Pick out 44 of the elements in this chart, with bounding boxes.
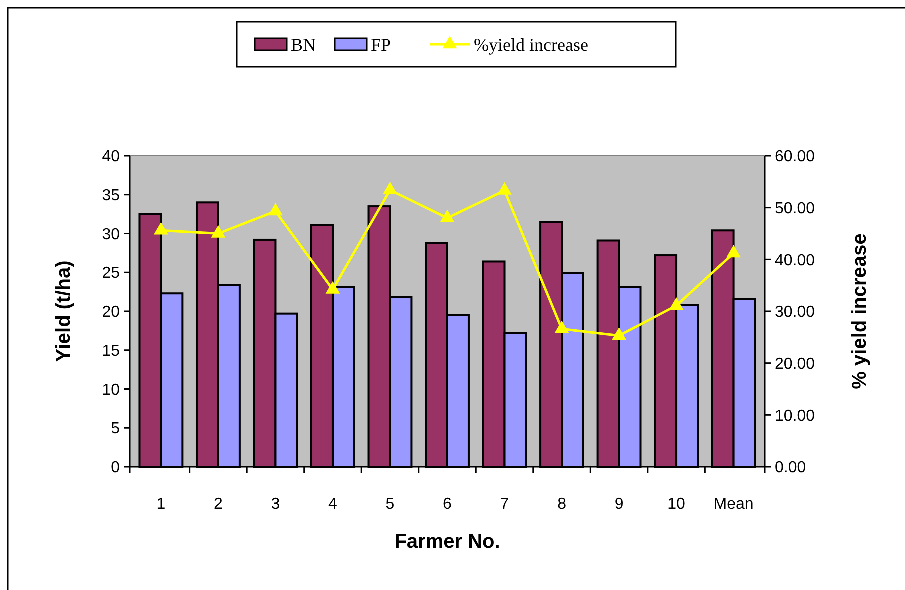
point <box>211 225 226 238</box>
y-tick-label: 25 <box>102 265 120 282</box>
y2-tick-label: 60.00 <box>775 148 816 166</box>
y-tick-label: 40 <box>102 148 120 166</box>
point <box>669 297 684 310</box>
y2-tick-label: 50.00 <box>775 200 816 218</box>
legend-label: BN <box>291 34 316 55</box>
x-axis-title: Farmer No. <box>394 531 500 553</box>
x-tick-label: 2 <box>214 496 224 513</box>
y2-tick-label: 20.00 <box>775 356 816 373</box>
y-tick-label: 0 <box>111 460 120 477</box>
point <box>498 182 512 195</box>
legend-label: %yield increase <box>474 34 588 55</box>
x-tick-label: 9 <box>614 496 624 513</box>
x-tick-label: 6 <box>443 496 452 513</box>
y2-tick-label: 30.00 <box>775 304 816 322</box>
point <box>554 320 570 334</box>
point <box>383 182 398 194</box>
x-tick-label: 7 <box>500 496 510 513</box>
y-tick-label: 10 <box>102 382 120 399</box>
point <box>154 222 168 235</box>
x-tick-label: 3 <box>271 496 280 513</box>
y-tick-label: 35 <box>102 187 120 204</box>
point <box>726 245 741 258</box>
x-tick-label: 10 <box>668 496 686 513</box>
x-tick-label: 4 <box>328 496 338 513</box>
y-tick-label: 30 <box>102 226 120 244</box>
x-tick-label: 8 <box>558 496 567 513</box>
y-axis-title: Yield (t/ha) <box>53 260 75 362</box>
y2-tick-label: 0.00 <box>775 460 806 477</box>
point <box>440 210 455 222</box>
y-tick-label: 5 <box>111 420 120 438</box>
point <box>612 328 626 340</box>
y2-tick-label: 10.00 <box>775 408 816 425</box>
y2-tick-label: 40.00 <box>775 252 816 270</box>
legend-label: FP <box>371 34 392 55</box>
point <box>268 203 283 216</box>
x-tick-label: 5 <box>386 496 395 513</box>
point <box>326 281 340 294</box>
x-tick-label: 1 <box>156 496 166 513</box>
x-tick-label: Mean <box>714 496 754 513</box>
y2-axis-title: % yield increase <box>849 234 871 390</box>
y-tick-label: 15 <box>102 342 120 360</box>
y-tick-label: 20 <box>102 304 120 322</box>
